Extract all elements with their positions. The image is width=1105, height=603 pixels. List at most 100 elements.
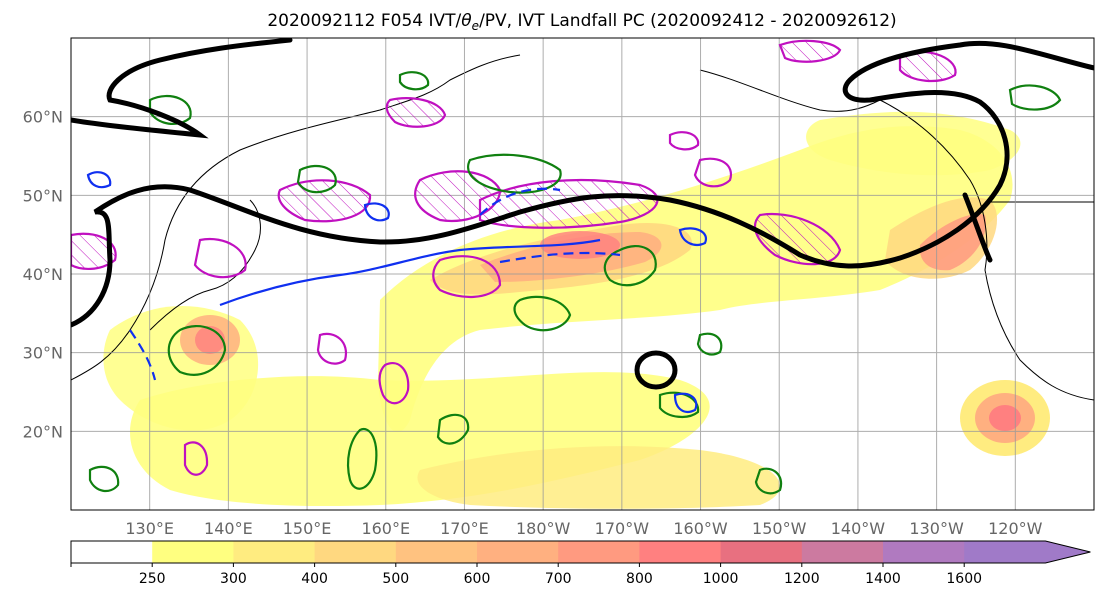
colorbar-segment — [720, 541, 803, 563]
x-tick-label: 170°W — [595, 519, 650, 538]
theta-e-contour — [513, 295, 572, 332]
pv-contour — [378, 362, 410, 405]
pv-contour — [71, 232, 117, 270]
x-tick-label: 160°W — [673, 519, 728, 538]
blue-contour — [363, 202, 390, 222]
blue-contour — [479, 187, 561, 216]
colorbar-tick-label: 1600 — [946, 571, 982, 587]
y-tick-label: 60°N — [23, 108, 63, 127]
theta-e-contour — [754, 467, 783, 495]
pv-contour — [193, 237, 247, 279]
colorbar-tick-label: 700 — [545, 571, 572, 587]
title-rest: /PV, IVT Landfall PC (2020092412 - 20200… — [479, 11, 897, 31]
blue-contour — [219, 238, 601, 307]
black-contour-coast — [962, 192, 993, 263]
pv-contour — [385, 97, 447, 128]
colorbar-tick-label: 400 — [301, 571, 328, 587]
black-contours — [71, 38, 1094, 390]
colorbar-segment — [883, 541, 965, 563]
blue-contour — [678, 227, 708, 247]
colorbar-tick-label: 500 — [382, 571, 409, 587]
y-tick-label: 40°N — [23, 265, 63, 284]
theta-e-contour — [696, 332, 723, 356]
blue-contour — [86, 171, 112, 189]
x-tick-label: 140°W — [831, 519, 886, 538]
ivt-shading — [103, 111, 1050, 509]
theta-e-contour — [1008, 84, 1062, 111]
x-tick-label: 120°W — [988, 519, 1043, 538]
colorbar-outline — [70, 540, 1091, 564]
y-tick-label: 30°N — [23, 344, 63, 363]
coastlines — [71, 54, 1094, 401]
black-contour-main — [71, 40, 1094, 328]
ivt-band-300 — [378, 126, 1013, 433]
pv-contour — [414, 170, 502, 223]
ivt-band-lower — [417, 446, 780, 509]
title-theta-sub: e — [472, 19, 479, 33]
japan-coast — [149, 199, 261, 331]
black-contour-low — [634, 350, 678, 390]
x-tick-label: 130°E — [125, 519, 174, 538]
colorbar-segment — [395, 541, 478, 563]
colorbar: 250 300 400 500 600 700 800 1000 1200 1400 1600 — [70, 540, 1091, 587]
north-america-coast — [879, 99, 1094, 401]
blue-contour — [673, 392, 698, 413]
pv-contour — [693, 157, 733, 188]
theta-e-contour — [346, 427, 378, 490]
theta-e-contour — [296, 164, 337, 194]
theta-e-contour — [398, 71, 430, 91]
colorbar-tick-label: 250 — [139, 571, 166, 587]
x-tick-label: 150°W — [752, 519, 807, 538]
ivt-core-pacific-max — [540, 231, 620, 259]
pv-contour — [277, 179, 372, 223]
x-tick-label: 180°W — [516, 519, 571, 538]
x-tick-label: 150°E — [283, 519, 332, 538]
x-tick-label: 160°E — [361, 519, 410, 538]
asia-coast — [71, 54, 521, 381]
grid-lines — [71, 38, 1094, 510]
pv-contour — [183, 441, 209, 476]
pv-contour — [432, 255, 502, 299]
theta-e-contour — [148, 95, 192, 126]
pv-contour — [316, 332, 348, 365]
theta-e-contour — [167, 325, 227, 376]
x-tick-labels: 130°E 140°E 150°E 160°E 170°E 180°W 170°W 160°W… — [125, 519, 1042, 538]
ivt-band-northeast — [806, 111, 1021, 176]
map-frame — [70, 37, 1095, 511]
colorbar-segment — [558, 541, 640, 563]
alaska-coast — [699, 69, 881, 112]
colorbar-tick-label: 300 — [220, 571, 247, 587]
colorbar-segment — [152, 541, 234, 563]
colorbar-extend-arrow — [964, 541, 1091, 563]
colorbar-segment — [233, 541, 316, 563]
ivt-tc-core — [989, 405, 1021, 431]
colorbar-tick-label: 600 — [464, 571, 491, 587]
colorbar-segment — [314, 541, 397, 563]
colorbar-segment — [477, 541, 559, 563]
x-tick-label: 140°E — [204, 519, 253, 538]
y-tick-labels: 20°N 30°N 40°N 50°N 60°N — [23, 108, 63, 442]
y-tick-label: 20°N — [23, 422, 63, 441]
colorbar-tick-label: 1000 — [703, 571, 739, 587]
theta-e-contour — [436, 413, 470, 445]
chart-title: 2020092112 F054 IVT/θe/PV, IVT Landfall … — [267, 11, 896, 33]
theta-e-contour — [603, 245, 657, 287]
colorbar-tick-label: 800 — [626, 571, 653, 587]
theta-e-contour — [88, 465, 120, 493]
colorbar-segment — [71, 541, 153, 563]
blue-contours — [86, 171, 708, 413]
theta-e-contour — [467, 153, 562, 194]
black-contour-north — [71, 38, 293, 139]
blue-contour — [129, 329, 157, 381]
map-area — [71, 38, 1094, 510]
colorbar-segment — [801, 541, 884, 563]
x-tick-label: 130°W — [909, 519, 964, 538]
colorbar-tick-label: 1200 — [784, 571, 820, 587]
y-tick-label: 50°N — [23, 186, 63, 205]
colorbar-segment — [639, 541, 722, 563]
title-theta: θ — [461, 11, 472, 31]
colorbar-tick-label: 1400 — [865, 571, 901, 587]
pv-contour — [668, 131, 700, 151]
x-tick-label: 170°E — [440, 519, 489, 538]
